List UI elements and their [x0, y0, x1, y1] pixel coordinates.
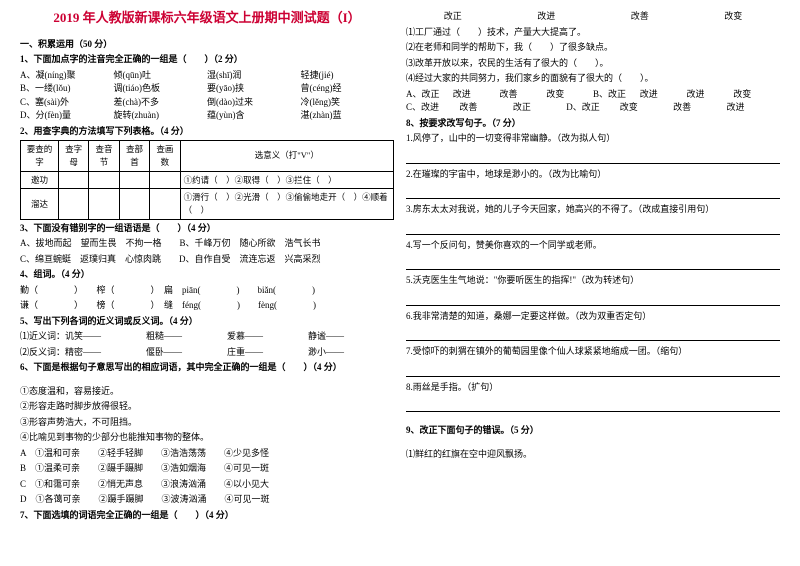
- q6-i1: ①态度温和，容易接近。: [20, 385, 394, 399]
- q7-c4: D、改正: [566, 101, 619, 115]
- q7-head: 7、下面选填的词语完全正确的一组是（ ）（4 分）: [20, 509, 394, 523]
- q7-wordbank: 改正 改进 改善 改变: [406, 10, 780, 24]
- q8-3: 3.房东太太对我说，她的儿子今天回家，她高兴的不得了。（改成直接引用句）: [406, 203, 780, 217]
- q7-a4: 改变: [546, 88, 593, 102]
- q1-d1: D、分(fèn)量: [20, 109, 114, 123]
- q2-h4: 查部首: [119, 141, 149, 172]
- q4-head: 4、组词。（4 分）: [20, 268, 394, 282]
- q8-4: 4.写一个反问句，赞美你喜欢的一个同学或老师。: [406, 239, 780, 253]
- q7-b3: 改进: [687, 88, 734, 102]
- q7-i1: ⑴工厂通过（ ）技术，产量大大提高了。: [406, 26, 780, 40]
- document-title: 2019 年人教版新课标六年级语文上册期中测试题（I）: [20, 8, 394, 28]
- blank-line: [406, 258, 780, 270]
- q1-d: D、分(fèn)量 旋转(zhuàn) 蕴(yùn)含 湛(zhàn)蓝: [20, 109, 394, 123]
- word-1: 改正: [444, 10, 462, 24]
- q6-b: B ①温柔可亲 ②蹑手蹑脚 ③浩如烟海 ④可见一斑: [20, 462, 394, 476]
- q7-i2: ⑵在老师和同学的帮助下，我（ ）了很多缺点。: [406, 41, 780, 55]
- word-3: 改善: [631, 10, 649, 24]
- q1-b: B、一缕(lǒu) 调(tiáo)色板 要(yāo)挟 曾(céng)经: [20, 82, 394, 96]
- q3-head: 3、下面没有错别字的一组语语是（ ）（4 分）: [20, 222, 394, 236]
- section-1-head: 一、积累运用（50 分）: [20, 38, 394, 52]
- q2-h5: 查画数: [150, 141, 180, 172]
- blank-line: [406, 223, 780, 235]
- q8-8: 8.雨丝是手指。（扩句）: [406, 381, 780, 395]
- q1-d4: 湛(zhàn)蓝: [301, 109, 395, 123]
- q1-a2: 倾(qūn)吐: [114, 69, 208, 83]
- q1-a1: A、凝(níng)聚: [20, 69, 114, 83]
- q6-i3: ③形容声势浩大，不可阻挡。: [20, 416, 394, 430]
- q1-a: A、凝(níng)聚 倾(qūn)吐 湿(shī)润 轻捷(jié): [20, 69, 394, 83]
- q8-7: 7.受惊吓的刺猬在镇外的葡萄园里像个仙人球紧紧地缩成一团。（缩句）: [406, 345, 780, 359]
- word-4: 改变: [724, 10, 742, 24]
- q9-1: ⑴鲜红的红旗在空中迎风飘扬。: [406, 448, 780, 462]
- q8-1: 1.风停了，山中的一切变得非常幽静。（改为拟人句）: [406, 132, 780, 146]
- q7-c1: C、改进: [406, 101, 459, 115]
- q3-a: A、拔地而起 望而生畏 不拘一格 B、千峰万仞 随心所欲 浩气长书: [20, 237, 394, 251]
- q1-c2: 差(chà)不多: [114, 96, 208, 110]
- q2-h2: 查字母: [58, 141, 88, 172]
- q1-b3: 要(yāo)挟: [207, 82, 301, 96]
- q8-6: 6.我非常清楚的知道，桑娜一定要这样做。（改为双重否定句）: [406, 310, 780, 324]
- q1-b4: 曾(céng)经: [301, 82, 395, 96]
- q7-d1: 改变: [620, 101, 673, 115]
- q8-5: 5.沃克医生生气地说："你要听医生的指挥!"（改为转述句）: [406, 274, 780, 288]
- q8-head: 8、按要求改写句子。（7 分）: [406, 117, 780, 131]
- q2-h6: 选意义（打"V"）: [180, 141, 393, 172]
- q1-a3: 湿(shī)润: [207, 69, 301, 83]
- q6-i4: ④比喻见到事物的少部分也能推知事物的整体。: [20, 431, 394, 445]
- q7-i3: ⑶改革开放以来，农民的生活有了很大的（ ）。: [406, 57, 780, 71]
- q5-r2: ⑵反义词：精密—— 偃卧—— 庄重—— 渺小——: [20, 346, 394, 360]
- q5-head: 5、写出下列各词的近义词或反义词。（4 分）: [20, 315, 394, 329]
- blank-line: [406, 365, 780, 377]
- q8-2: 2.在璀璨的宇宙中，地球是渺小的。（改为比喻句）: [406, 168, 780, 182]
- q2-r2c1: 溜达: [21, 189, 59, 220]
- blank-line: [406, 152, 780, 164]
- q6-c: C ①和霭可亲 ②悄无声息 ③浪涛汹涌 ④以小见大: [20, 478, 394, 492]
- q1-b1: B、一缕(lǒu): [20, 82, 114, 96]
- q1-c: C、塞(sài)外 差(chà)不多 倒(dào)过来 冷(lěng)笑: [20, 96, 394, 110]
- q7-c2: 改善: [459, 101, 512, 115]
- q7-d2: 改善: [673, 101, 726, 115]
- q6-d: D ①各蔼可亲 ②蹑手蹑脚 ③波涛汹涌 ④可见一斑: [20, 493, 394, 507]
- q7-i4: ⑷经过大家的共同努力，我们家乡的面貌有了很大的（ ）。: [406, 72, 780, 86]
- q4-r1: 勤（ ） 榨（ ） 扁 piān( ) biǎn( ): [20, 284, 394, 298]
- q7-row2: C、改进 改善 改正 D、改正 改变 改善 改进: [406, 101, 780, 115]
- q5-r1: ⑴近义词：讥笑—— 粗糙—— 爱慕—— 静谧——: [20, 330, 394, 344]
- q7-c3: 改正: [513, 101, 566, 115]
- q7-b1: B、改正: [593, 88, 640, 102]
- q7-d3: 改进: [727, 101, 780, 115]
- q2-r1c6: ①约请（ ）②取得（ ）③拦住（ ）: [180, 171, 393, 189]
- word-2: 改进: [537, 10, 555, 24]
- q7-b4: 改变: [733, 88, 780, 102]
- blank-line: [406, 187, 780, 199]
- q3-c: C、绵亘蜿蜓 返璞归真 心惊肉跳 D、自作自受 流连忘返 兴高采烈: [20, 253, 394, 267]
- q1-a4: 轻捷(jié): [301, 69, 395, 83]
- q6-head: 6、下面是根据句子意思写出的相应词语，其中完全正确的一组是（ ）（4 分）: [20, 361, 394, 375]
- q1-head: 1、下面加点字的注音完全正确的一组是（ ）（2 分）: [20, 53, 394, 67]
- blank-line: [406, 329, 780, 341]
- q7-a1: A、改正: [406, 88, 453, 102]
- q1-d3: 蕴(yùn)含: [207, 109, 301, 123]
- q2-head: 2、用查字典的方法填写下列表格。（4 分）: [20, 125, 394, 139]
- q7-a3: 改善: [500, 88, 547, 102]
- q9-head: 9、改正下面句子的错误。（5 分）: [406, 424, 780, 438]
- blank-line: [406, 294, 780, 306]
- q2-r1c1: 邀功: [21, 171, 59, 189]
- q6-i2: ②形容走路时脚步放得很轻。: [20, 400, 394, 414]
- q1-c4: 冷(lěng)笑: [301, 96, 395, 110]
- q2-table: 要查的字 查字母 查音节 查部首 查画数 选意义（打"V"） 邀功 ①约请（ ）…: [20, 140, 394, 220]
- q1-c1: C、塞(sài)外: [20, 96, 114, 110]
- q2-h1: 要查的字: [21, 141, 59, 172]
- q1-d2: 旋转(zhuàn): [114, 109, 208, 123]
- q7-b2: 改进: [640, 88, 687, 102]
- q1-b2: 调(tiáo)色板: [114, 82, 208, 96]
- q6-a: A ①温和可亲 ②轻手轻脚 ③浩浩荡荡 ④少见多怪: [20, 447, 394, 461]
- q7-a2: 改进: [453, 88, 500, 102]
- q2-h3: 查音节: [89, 141, 119, 172]
- q4-r2: 谦（ ） 榜（ ） 缝 féng( ) fèng( ): [20, 299, 394, 313]
- q7-row1: A、改正 改进 改善 改变 B、改正 改进 改进 改变: [406, 88, 780, 102]
- blank-line: [406, 400, 780, 412]
- q1-c3: 倒(dào)过来: [207, 96, 301, 110]
- q2-r2c6: ①滑行（ ）②光滑（ ）③偷偷地走开（ ）④顺着（ ）: [180, 189, 393, 220]
